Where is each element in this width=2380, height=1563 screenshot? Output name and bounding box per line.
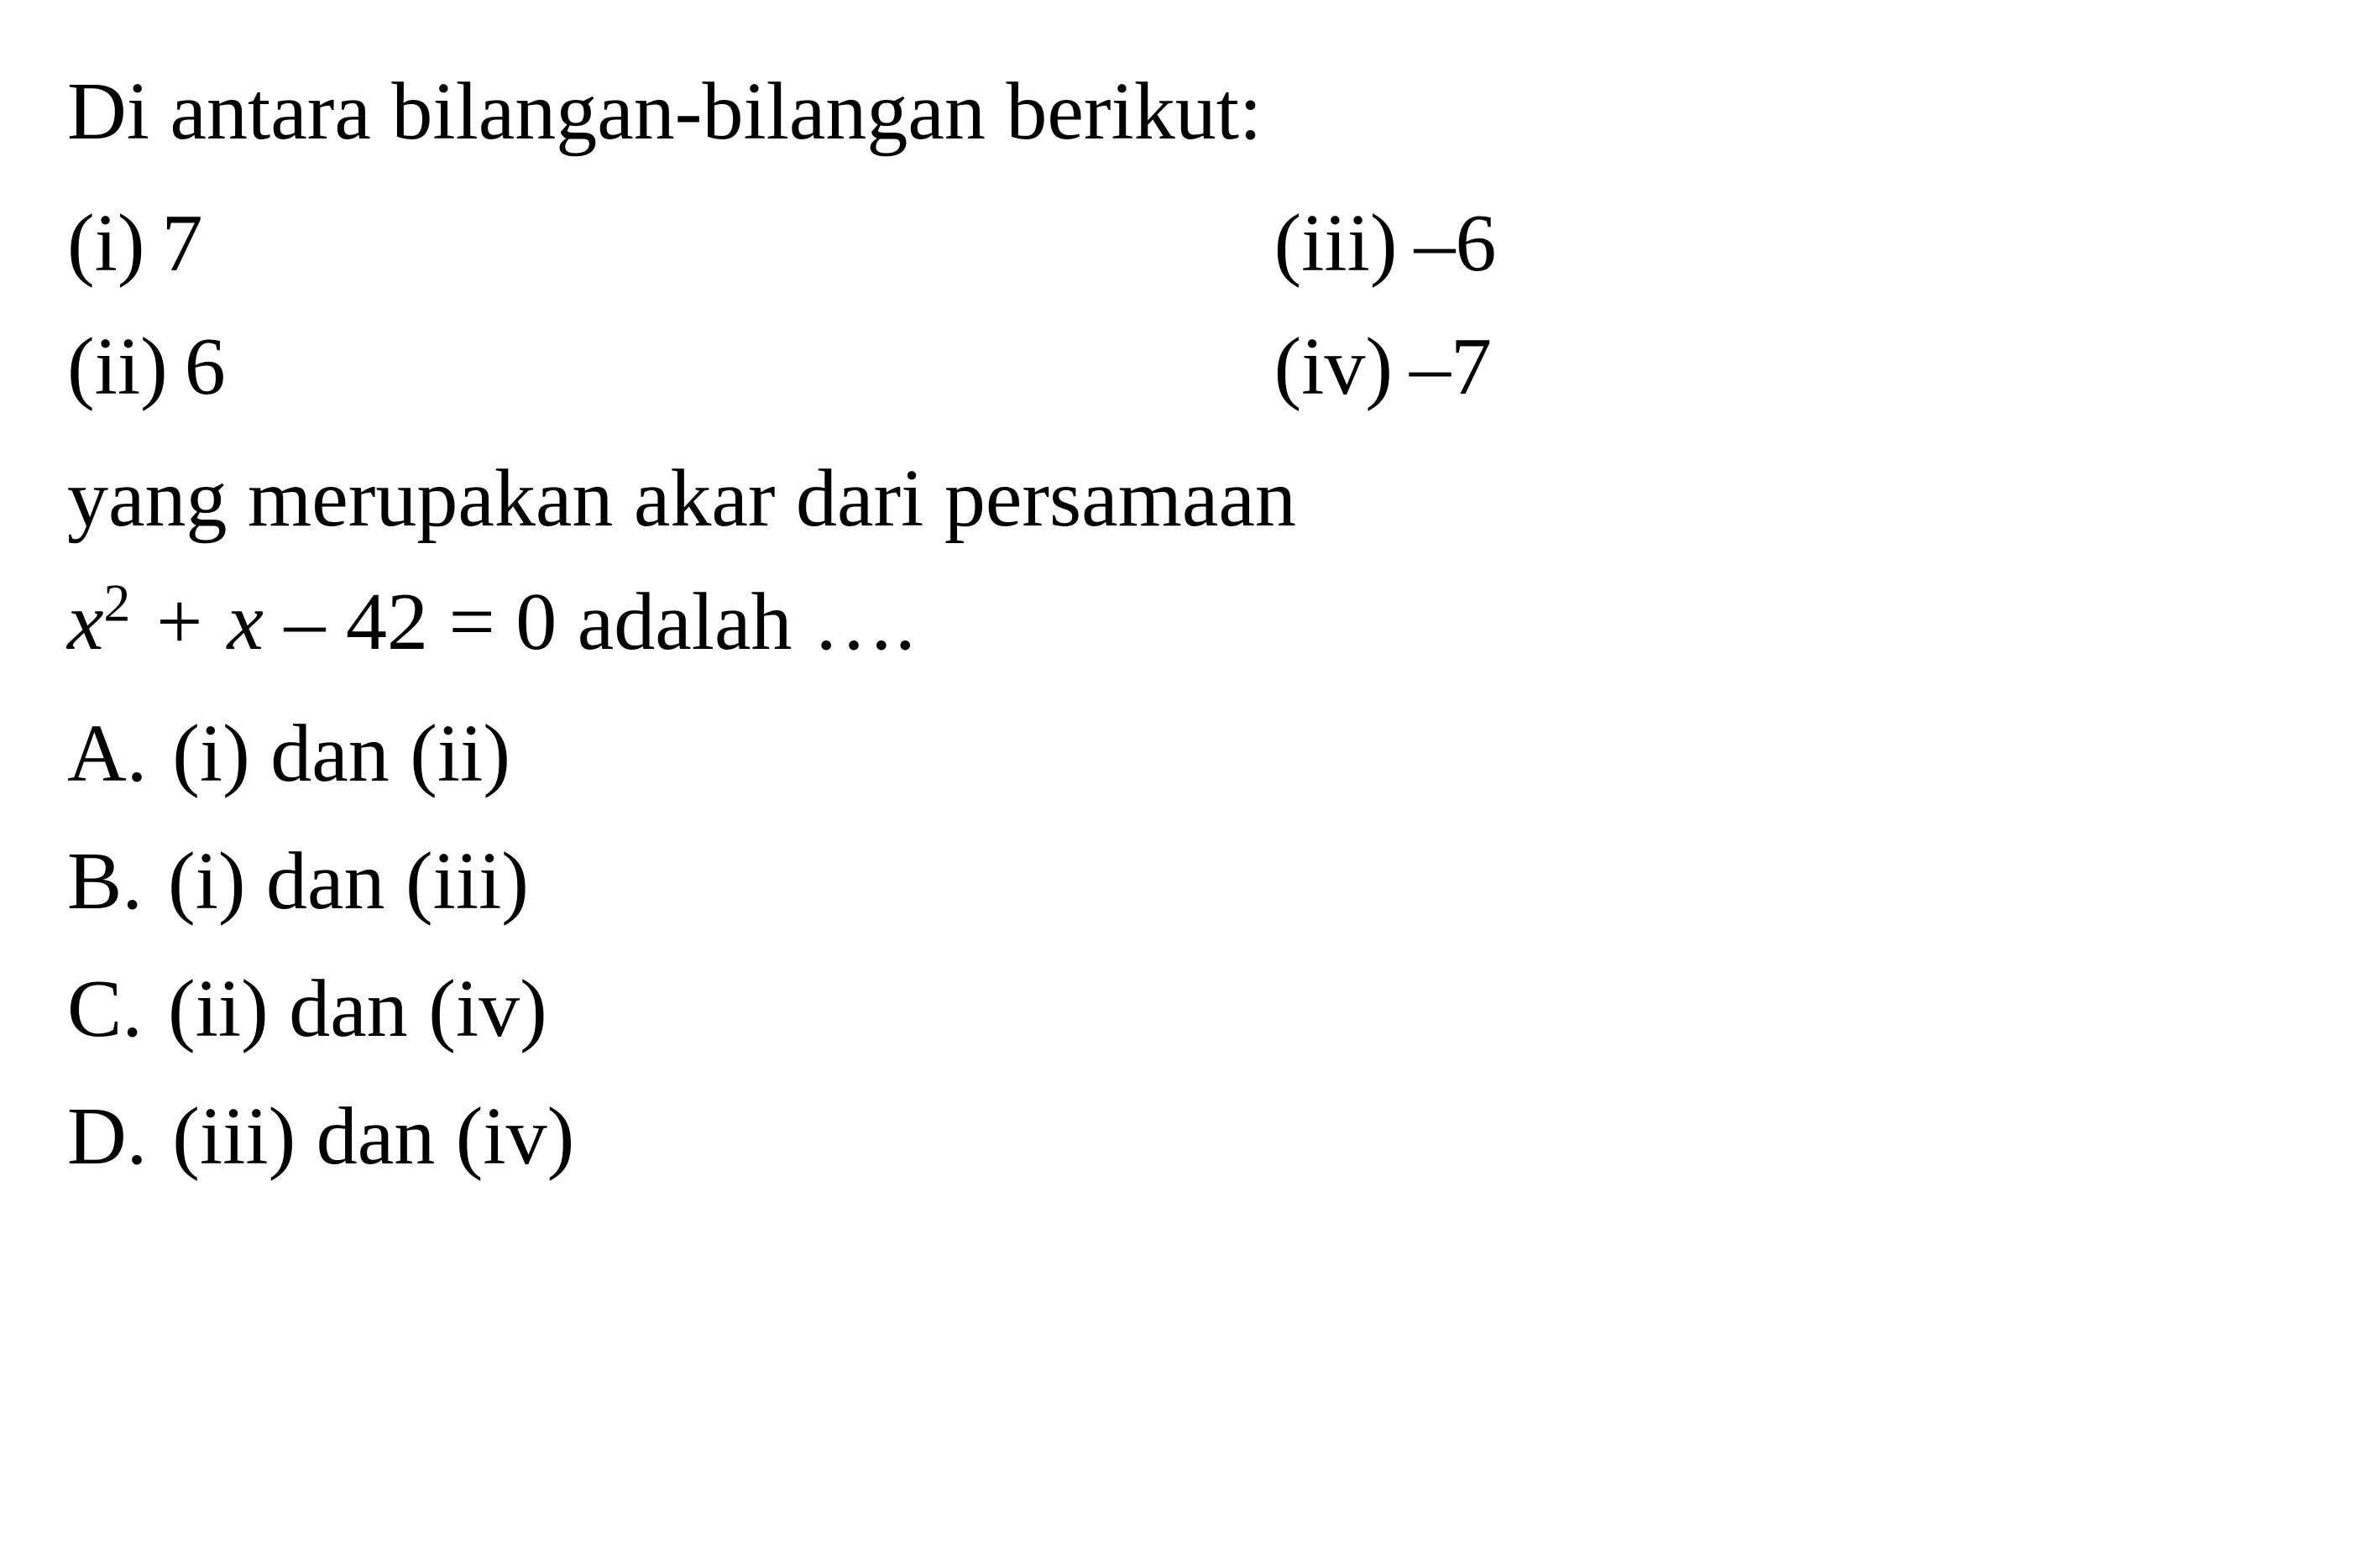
- question-body-prefix: yang merupakan akar dari persamaan: [67, 453, 1296, 544]
- option-value: 6: [185, 306, 226, 429]
- answer-label: D.: [67, 1075, 147, 1199]
- option-value: –6: [1414, 182, 1496, 306]
- option-value: 7: [162, 182, 203, 306]
- answer-item: B. (i) dan (iii): [67, 820, 2313, 944]
- options-grid: (i) 7 (iii) –6 (ii) 6 (iv) –7: [67, 182, 2313, 429]
- option-value: –7: [1410, 306, 1492, 429]
- option-item: (iv) –7: [1274, 306, 2314, 429]
- option-item: (i) 7: [67, 182, 1106, 306]
- option-label: (iv): [1274, 306, 1394, 429]
- answer-text: (ii) dan (iv): [168, 948, 547, 1071]
- option-item: (iii) –6: [1274, 182, 2314, 306]
- equation-var: x: [67, 577, 104, 667]
- answer-item: D. (iii) dan (iv): [67, 1075, 2313, 1199]
- answer-label: B.: [67, 820, 143, 944]
- equation: x2 + x – 42 = 0 adalah ….: [67, 577, 915, 667]
- answer-item: C. (ii) dan (iv): [67, 948, 2313, 1071]
- answer-text: (iii) dan (iv): [172, 1075, 574, 1199]
- option-item: (ii) 6: [67, 306, 1106, 429]
- question-intro: Di antara bilangan-bilangan berikut:: [67, 50, 2313, 174]
- answer-text: (i) dan (iii): [168, 820, 529, 944]
- answer-item: A. (i) dan (ii): [67, 693, 2313, 816]
- answer-text: (i) dan (ii): [172, 693, 510, 816]
- question-block: Di antara bilangan-bilangan berikut: (i)…: [67, 50, 2313, 1199]
- question-body: yang merupakan akar dari persamaan x2 + …: [67, 437, 2313, 684]
- option-label: (ii): [67, 306, 168, 429]
- answer-label: A.: [67, 693, 147, 816]
- option-label: (i): [67, 182, 145, 306]
- option-label: (iii): [1274, 182, 1398, 306]
- answer-label: C.: [67, 948, 143, 1071]
- equation-exponent: 2: [104, 572, 131, 632]
- answer-list: A. (i) dan (ii) B. (i) dan (iii) C. (ii)…: [67, 693, 2313, 1199]
